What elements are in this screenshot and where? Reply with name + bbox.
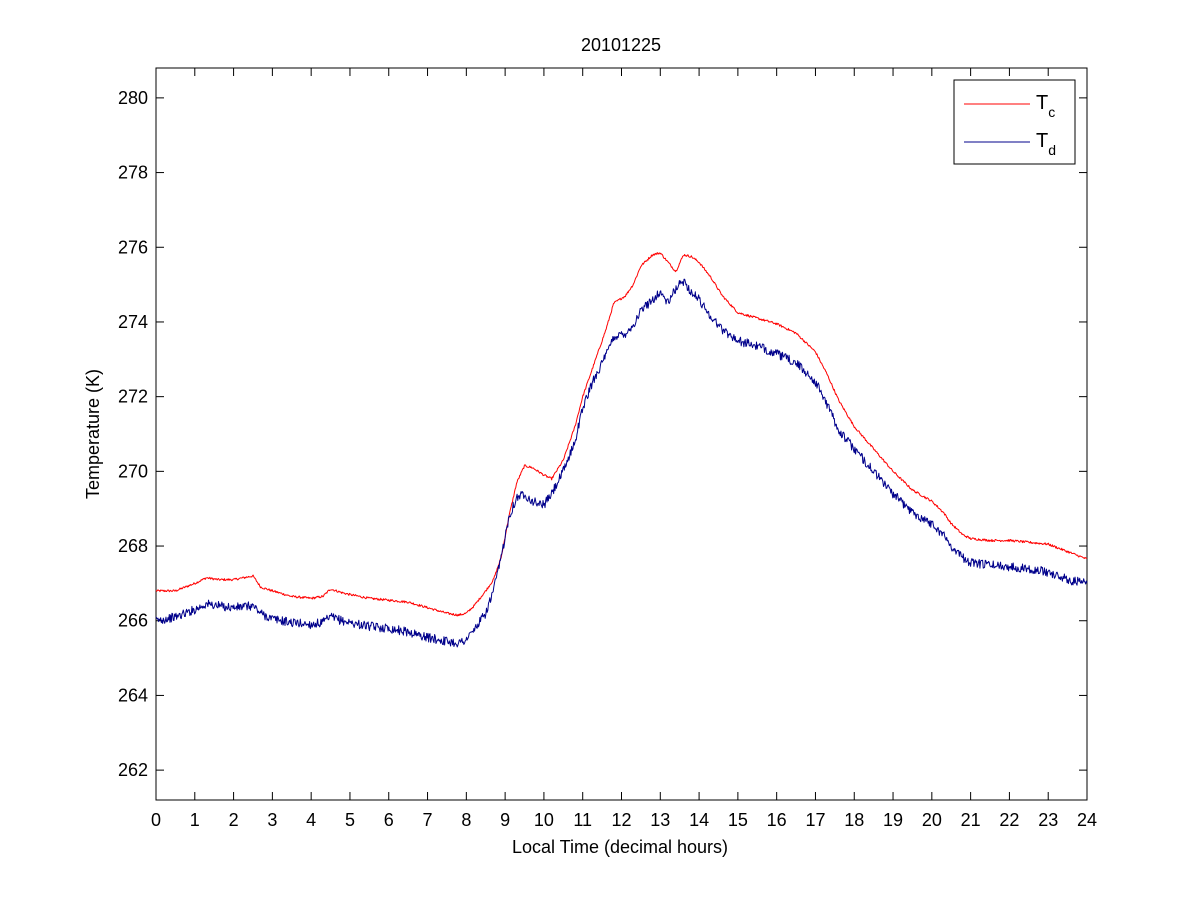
y-tick-label: 280 [118,88,148,108]
chart-title: 20101225 [581,35,661,55]
y-tick-label: 276 [118,237,148,257]
x-tick-label: 17 [805,810,825,830]
x-tick-label: 21 [961,810,981,830]
series-line-td [155,278,1088,648]
x-tick-label: 4 [306,810,316,830]
x-tick-label: 18 [844,810,864,830]
x-tick-label: 6 [384,810,394,830]
y-tick-label: 268 [118,536,148,556]
x-tick-label: 12 [611,810,631,830]
y-tick-label: 266 [118,611,148,631]
legend-label-tc-main: T [1036,92,1048,114]
x-tick-label: 7 [423,810,433,830]
legend-label-td-main: T [1036,130,1048,152]
x-tick-label: 14 [689,810,709,830]
x-tick-label: 20 [922,810,942,830]
legend-label-tc: Tc [1036,92,1055,120]
x-tick-label: 0 [151,810,161,830]
x-tick-label: 16 [767,810,787,830]
y-axis: 262 264 266 268 270 272 274 276 278 280 [118,88,1087,780]
x-axis-title: Local Time (decimal hours) [512,837,728,857]
legend-label-tc-subscript: c [1048,104,1055,120]
legend-box [953,79,1076,165]
y-tick-label: 264 [118,685,148,705]
y-tick-label: 270 [118,461,148,481]
x-tick-label: 8 [461,810,471,830]
series-line-tc [155,252,1088,617]
x-tick-label: 24 [1077,810,1097,830]
x-tick-label: 11 [573,810,592,830]
plot-area [155,67,1088,801]
x-tick-label: 3 [267,810,277,830]
y-tick-label: 262 [118,760,148,780]
x-tick-label: 9 [500,810,510,830]
legend-label-td-subscript: d [1048,142,1056,158]
x-tick-label: 15 [728,810,748,830]
x-tick-label: 13 [650,810,670,830]
y-tick-label: 274 [118,312,148,332]
legend: Tc Td [953,79,1076,165]
x-tick-label: 10 [534,810,554,830]
y-tick-label: 272 [118,387,148,407]
x-tick-label: 19 [883,810,903,830]
y-axis-title: Temperature (K) [83,369,103,499]
x-axis: 0 1 2 3 4 5 6 7 8 9 10 11 12 13 14 15 16 17 18 19 20 21 22 23 24 [151,68,1097,830]
y-tick-label: 278 [118,163,148,183]
x-tick-label: 5 [345,810,355,830]
legend-label-td: Td [1036,130,1056,158]
x-tick-label: 23 [1038,810,1058,830]
series-layer [155,252,1088,648]
x-tick-label: 22 [999,810,1019,830]
x-tick-label: 1 [190,810,200,830]
x-tick-label: 2 [229,810,239,830]
